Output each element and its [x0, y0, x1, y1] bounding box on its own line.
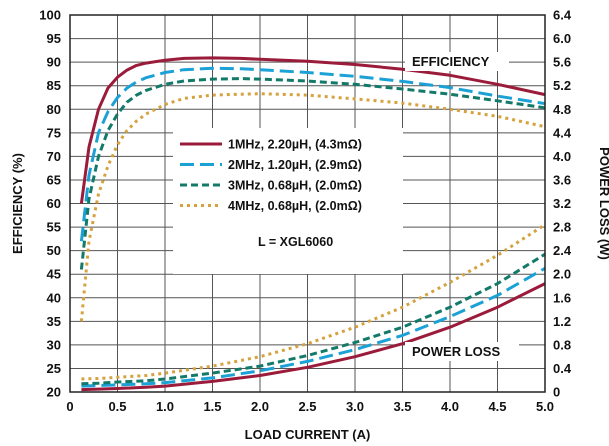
x-tick-label: 2.0	[251, 399, 269, 414]
x-tick-label: 4.5	[488, 399, 506, 414]
y2-tick-label: 5.2	[553, 78, 571, 93]
y2-tick-label: 2.8	[553, 220, 571, 235]
y2-tick-label: 4.8	[553, 102, 571, 117]
y-tick-label: 60	[47, 196, 61, 211]
x-axis-title: LOAD CURRENT (A)	[245, 427, 371, 442]
legend-label-4: 4MHz, 0.68µH, (2.0mΩ)	[228, 199, 362, 213]
efficiency-annotation: EFFICIENCY	[412, 54, 490, 69]
y2-axis-title: POWER LOSS (W)	[597, 147, 609, 260]
y-tick-label: 35	[47, 314, 61, 329]
x-tick-label: 5.0	[536, 399, 554, 414]
y-tick-label: 25	[47, 361, 61, 376]
y-axis-title: EFFICIENCY (%)	[10, 153, 25, 254]
legend: 1MHz, 2.20µH, (4.3mΩ) 2MHz, 1.20µH, (2.9m…	[173, 128, 403, 274]
x-tick-label: 3.0	[346, 399, 364, 414]
power-loss-line-4	[81, 223, 546, 381]
x-tick-label: 1.5	[203, 399, 221, 414]
y-tick-label: 65	[47, 172, 61, 187]
y2-tick-label: 6.0	[553, 31, 571, 46]
y2-tick-label: 1.2	[553, 314, 571, 329]
x-tick-label: 3.5	[393, 399, 411, 414]
x-tick-label: 4.0	[441, 399, 459, 414]
y2-tick-label: 4.0	[553, 149, 571, 164]
y2-tick-label: 4.4	[553, 125, 572, 140]
legend-label-3: 3MHz, 0.68µH, (2.0mΩ)	[228, 179, 362, 193]
efficiency-line-3	[79, 77, 546, 270]
y-tick-label: 80	[47, 102, 61, 117]
power-loss-line-1	[81, 282, 546, 392]
y-tick-label: 45	[47, 267, 61, 282]
y-tick-label: 30	[47, 337, 61, 352]
inductor-note: L = XGL6060	[258, 235, 333, 249]
x-tick-label: 0	[66, 399, 73, 414]
y2-tick-label: 6.4	[553, 8, 572, 23]
y2-tick-label: 0.4	[553, 361, 572, 376]
efficiency-line-2	[79, 66, 546, 242]
efficiency-line-4	[79, 92, 546, 322]
y2-tick-label: 3.6	[553, 172, 571, 187]
power-loss-line-3	[81, 252, 546, 386]
y2-tick-label: 2.4	[553, 243, 572, 258]
power-loss-annotation-bg	[405, 342, 519, 361]
plot-series	[79, 56, 546, 392]
legend-label-1: 1MHz, 2.20µH, (4.3mΩ)	[228, 138, 362, 152]
y2-tick-label: 5.6	[553, 55, 571, 70]
y-tick-label: 55	[47, 220, 61, 235]
y2-tick-label: 0	[553, 385, 560, 400]
y2-tick-label: 3.2	[553, 196, 571, 211]
y2-tick-label: 1.6	[553, 290, 571, 305]
axis-ticks: 0 0.5 1.0 1.5 2.0 2.5 3.0 3.5 4.0 4.5 5.0 20 25 30 35 4…	[39, 8, 572, 415]
y-tick-label: 75	[47, 125, 61, 140]
efficiency-annotation-bg	[405, 52, 509, 71]
power-loss-annotation: POWER LOSS	[412, 344, 500, 359]
y-tick-label: 100	[39, 8, 61, 23]
y-tick-label: 20	[47, 385, 61, 400]
y-tick-label: 90	[47, 55, 61, 70]
y-tick-label: 50	[47, 243, 61, 258]
x-tick-label: 0.5	[108, 399, 126, 414]
x-tick-label: 2.5	[298, 399, 316, 414]
efficiency-line-1	[79, 56, 546, 204]
y2-tick-label: 2.0	[553, 267, 571, 282]
x-tick-label: 1.0	[156, 399, 174, 414]
y-tick-label: 85	[47, 78, 61, 93]
y2-tick-label: 0.8	[553, 337, 571, 352]
y-tick-label: 70	[47, 149, 61, 164]
legend-background	[173, 128, 403, 274]
y-tick-label: 40	[47, 290, 61, 305]
plot-frame	[69, 14, 546, 393]
y-tick-label: 95	[47, 31, 61, 46]
legend-label-2: 2MHz, 1.20µH, (2.9mΩ)	[228, 158, 362, 172]
